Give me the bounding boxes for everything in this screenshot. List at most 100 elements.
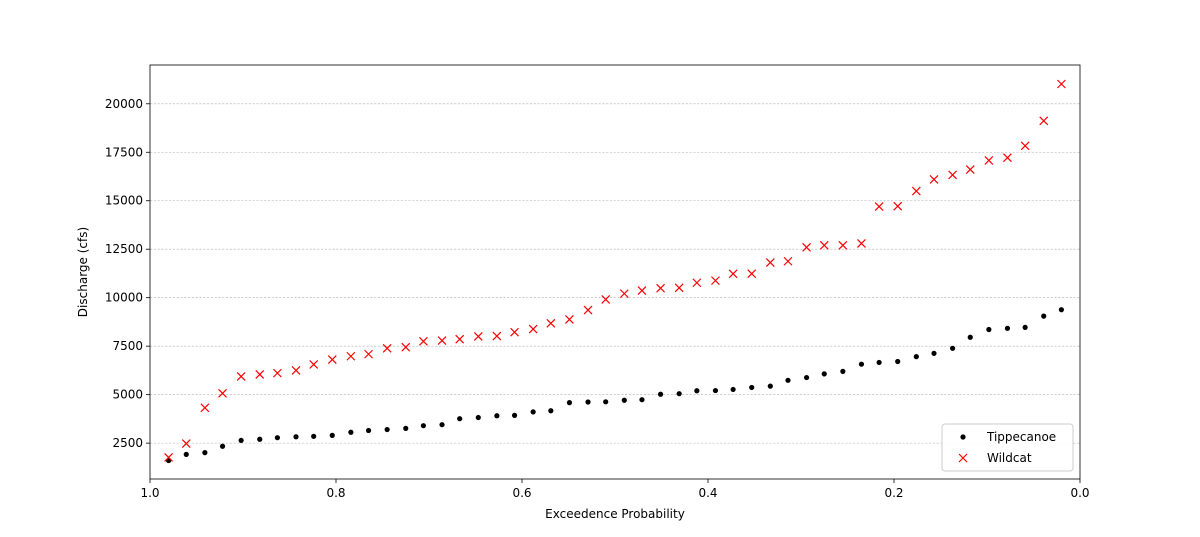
data-point [712, 387, 719, 394]
y-tick-label: 17500 [105, 145, 143, 159]
data-point [965, 165, 975, 174]
data-point [637, 286, 647, 295]
data-point [986, 326, 992, 333]
data-point [802, 242, 812, 252]
data-point [382, 343, 392, 353]
data-point [255, 370, 265, 379]
series-tippecanoe [166, 307, 1064, 464]
grid-lines [150, 103, 1080, 444]
data-point [785, 377, 791, 383]
data-point [492, 331, 502, 341]
data-point [348, 429, 354, 435]
legend-marker-wildcat [958, 453, 968, 463]
data-point [309, 359, 319, 369]
data-point [639, 397, 645, 403]
data-point [1022, 324, 1028, 330]
x-tick-label: 0.2 [884, 486, 903, 500]
data-point [384, 426, 390, 433]
legend-label-tippecanoe: Tippecanoe [986, 430, 1056, 444]
data-point [929, 174, 939, 184]
data-point [874, 202, 884, 211]
data-point [838, 240, 848, 250]
y-tick-label: 2500 [112, 436, 143, 450]
data-point [1056, 79, 1066, 89]
data-point [603, 399, 609, 405]
data-point [218, 388, 227, 398]
data-point [694, 388, 700, 394]
data-point [657, 391, 664, 397]
data-point [728, 269, 738, 279]
data-point [692, 278, 702, 288]
data-point [767, 383, 773, 389]
data-point [585, 399, 591, 405]
data-point [876, 359, 882, 366]
data-point [747, 269, 757, 279]
data-point [840, 368, 846, 374]
data-point [819, 240, 829, 250]
data-point [676, 391, 682, 397]
data-point [164, 453, 174, 462]
data-point [1020, 141, 1030, 151]
data-point [711, 276, 720, 286]
data-point [311, 433, 317, 439]
data-point [948, 170, 958, 180]
data-point [749, 384, 755, 391]
data-point [202, 450, 208, 456]
data-point [530, 409, 536, 415]
data-point [1058, 307, 1064, 313]
data-point [1003, 153, 1012, 163]
legend-marker-tippecanoe [960, 434, 966, 440]
data-point [473, 332, 483, 341]
data-point [621, 397, 627, 403]
data-point [765, 258, 775, 268]
data-point [475, 414, 481, 421]
data-point [181, 439, 191, 448]
data-point [913, 354, 919, 360]
data-point [420, 423, 427, 429]
y-tick-label: 7500 [112, 339, 143, 353]
data-point [365, 427, 372, 434]
data-point [364, 349, 373, 359]
data-point [494, 413, 500, 419]
data-point [274, 435, 281, 441]
data-point [528, 324, 538, 334]
data-point [583, 305, 593, 315]
data-point [949, 345, 956, 351]
data-point [272, 368, 282, 378]
data-point [730, 386, 736, 393]
data-point [457, 416, 463, 422]
legend-box [941, 423, 1074, 472]
x-tick-label: 0.0 [1070, 486, 1089, 500]
data-point [857, 238, 866, 248]
data-point [967, 334, 973, 340]
data-marks [164, 79, 1066, 464]
data-point [403, 425, 409, 431]
plot-frame [149, 64, 1081, 480]
data-point [893, 201, 903, 211]
data-point [858, 361, 865, 367]
data-point [238, 437, 244, 444]
data-point [257, 436, 263, 442]
y-axis: 2500 5000 7500 10000 12500 15000 17500 20000 [105, 97, 150, 450]
data-point [327, 355, 337, 364]
y-tick-label: 12500 [105, 242, 143, 256]
x-tick-label: 0.4 [698, 486, 717, 500]
y-tick-label: 5000 [112, 388, 143, 402]
data-point [601, 295, 611, 304]
data-point [511, 412, 518, 418]
x-tick-label: 0.8 [326, 486, 345, 500]
data-point [439, 422, 445, 428]
x-axis: 1.0 0.8 0.6 0.4 0.2 0.0 [140, 479, 1090, 500]
y-tick-label: 10000 [105, 291, 143, 305]
y-axis-label: Discharge (cfs) [76, 227, 90, 317]
data-point [821, 371, 827, 377]
data-point [291, 365, 301, 375]
legend-label-wildcat: Wildcat [987, 451, 1032, 465]
x-axis-label: Exceedence Probability [545, 507, 685, 521]
data-point [293, 434, 299, 440]
y-tick-label: 15000 [105, 194, 143, 208]
data-point [566, 399, 573, 406]
series-wildcat [164, 79, 1066, 462]
data-point [183, 451, 189, 457]
data-point [546, 318, 556, 328]
